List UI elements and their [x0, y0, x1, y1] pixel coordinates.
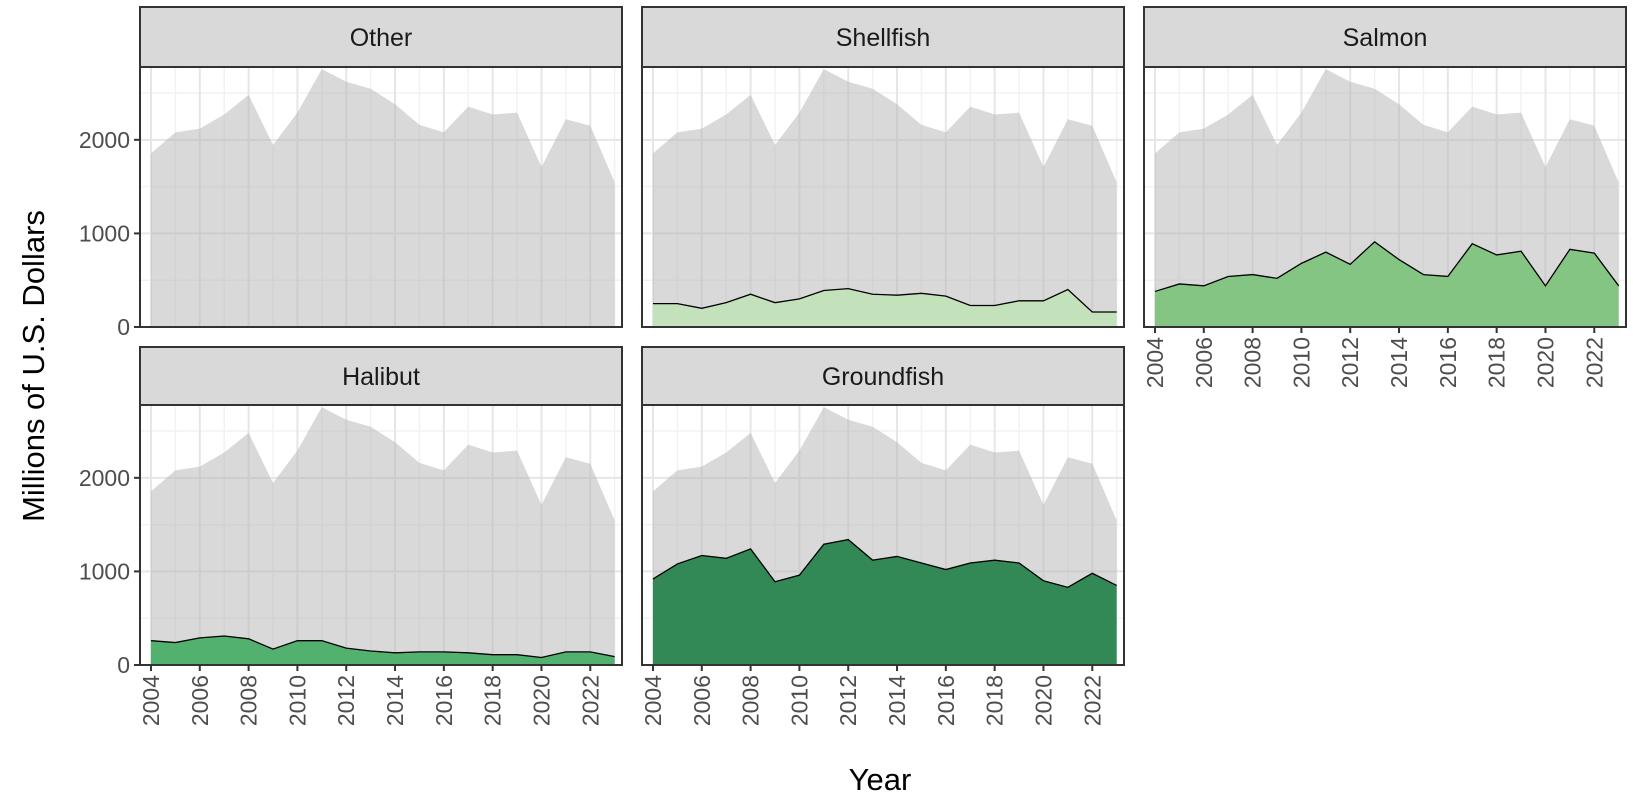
x-tick-label: 2022 — [577, 675, 603, 726]
panel: Shellfish — [641, 6, 1125, 328]
y-axis-title: Millions of U.S. Dollars — [16, 210, 51, 522]
panel: Other 0 1000 2000 — [79, 6, 623, 340]
strip — [139, 346, 623, 406]
series-area — [150, 635, 615, 665]
x-tick-label: 2018 — [480, 675, 506, 726]
series-area — [652, 288, 1117, 327]
panel: Groundfish 2004 2006 2008 2010 2012 2014 2016 20… — [640, 346, 1125, 726]
panel: Halibut 0 1000 2000 2004 2006 2008 2010 2012 2014… — [79, 346, 623, 726]
x-tick-label: 2008 — [236, 675, 262, 726]
strip-label: Groundfish — [822, 363, 944, 391]
strip — [1143, 6, 1627, 68]
total-area — [150, 69, 615, 328]
x-tick-label: 2004 — [138, 675, 164, 726]
x-tick-label: 2010 — [284, 675, 310, 726]
strip-label: Salmon — [1343, 24, 1428, 52]
y-tick-label: 2000 — [79, 127, 130, 153]
x-axis-title: Year — [849, 762, 912, 796]
strip — [641, 6, 1125, 68]
x-tick-label: 2018 — [1484, 337, 1510, 388]
series-area-line — [652, 538, 1117, 589]
x-tick-label: 2008 — [738, 675, 764, 726]
y-tick-label: 0 — [117, 652, 130, 678]
x-tick-label: 2004 — [1142, 337, 1168, 388]
x-tick-label: 2018 — [982, 675, 1008, 726]
series-area — [1154, 241, 1619, 327]
x-tick-label: 2016 — [1435, 337, 1461, 388]
x-tick-label: 2006 — [187, 675, 213, 726]
x-tick-label: 2006 — [1191, 337, 1217, 388]
strip-label: Halibut — [342, 363, 420, 391]
x-tick-label: 2012 — [1337, 337, 1363, 388]
x-tick-label: 2008 — [1240, 337, 1266, 388]
series-area-line — [652, 287, 1117, 313]
series-area-line — [150, 635, 615, 659]
x-tick-label: 2012 — [333, 675, 359, 726]
x-tick-label: 2004 — [640, 675, 666, 726]
x-tick-label: 2012 — [835, 675, 861, 726]
y-tick-label: 2000 — [79, 465, 130, 491]
x-tick-label: 2014 — [382, 675, 408, 726]
panel: Salmon 2004 2006 2008 2010 2012 2014 2016 2018 20… — [1142, 6, 1627, 388]
x-tick-label: 2010 — [786, 675, 812, 726]
strip — [139, 6, 623, 68]
x-tick-label: 2022 — [1581, 337, 1607, 388]
x-tick-label: 2014 — [1386, 337, 1412, 388]
x-tick-label: 2006 — [689, 675, 715, 726]
total-area — [150, 407, 615, 665]
y-tick-label: 1000 — [79, 558, 130, 584]
y-tick-label: 1000 — [79, 220, 130, 246]
x-tick-label: 2014 — [884, 675, 910, 726]
x-tick-label: 2016 — [933, 675, 959, 726]
total-area — [652, 69, 1117, 328]
strip-label: Other — [350, 24, 413, 52]
x-tick-label: 2020 — [1532, 337, 1558, 388]
series-area — [652, 539, 1117, 665]
x-tick-label: 2020 — [1030, 675, 1056, 726]
x-tick-label: 2010 — [1288, 337, 1314, 388]
series-area-line — [1154, 240, 1620, 293]
strip-label: Shellfish — [836, 24, 931, 52]
x-tick-label: 2020 — [528, 675, 554, 726]
y-tick-label: 0 — [117, 314, 130, 340]
strip — [641, 346, 1125, 406]
x-tick-label: 2016 — [431, 675, 457, 726]
x-tick-label: 2022 — [1079, 675, 1105, 726]
